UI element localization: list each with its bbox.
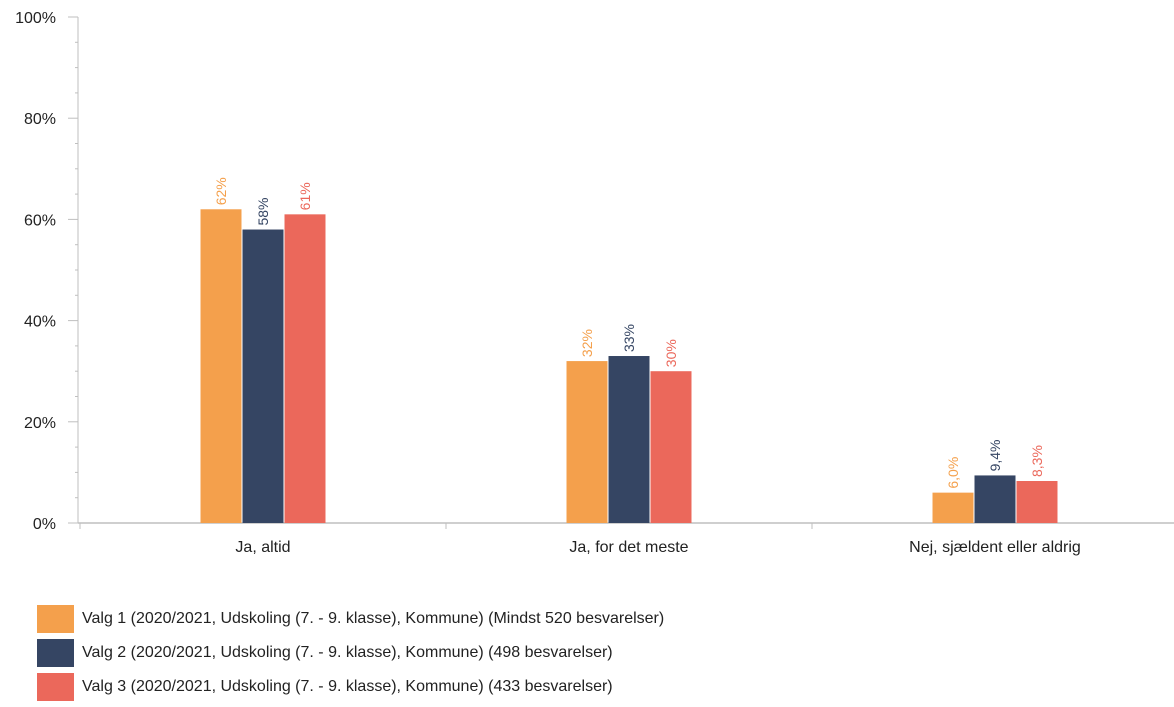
bar	[974, 475, 1016, 523]
category-label: Ja, for det meste	[569, 539, 688, 556]
bar-chart: 0% 20% 40% 60% 80% 100% Ja, altid Ja, for det …	[15, 10, 1174, 556]
y-tick-label: 80%	[24, 111, 56, 128]
data-label: 61%	[297, 182, 313, 210]
data-label: 58%	[255, 197, 271, 225]
bar	[200, 209, 242, 523]
data-label: 33%	[621, 324, 637, 352]
data-label: 30%	[663, 339, 679, 367]
bar	[650, 371, 692, 523]
legend-item: Valg 2 (2020/2021, Udskoling (7. - 9. kl…	[37, 639, 664, 667]
y-tick-label: 20%	[24, 415, 56, 432]
bar	[566, 361, 608, 523]
bar	[1016, 481, 1058, 523]
data-label: 32%	[579, 329, 595, 357]
data-label: 9,4%	[987, 440, 1003, 472]
y-tick-label: 100%	[15, 10, 56, 27]
category-label: Ja, altid	[235, 539, 290, 556]
legend-label: Valg 3 (2020/2021, Udskoling (7. - 9. kl…	[82, 678, 613, 695]
bars	[200, 209, 1058, 523]
legend-label: Valg 2 (2020/2021, Udskoling (7. - 9. kl…	[82, 644, 613, 661]
data-label: 8,3%	[1029, 445, 1045, 477]
y-axis: 0% 20% 40% 60% 80% 100%	[15, 10, 79, 533]
bar	[242, 229, 284, 523]
y-tick-label: 40%	[24, 314, 56, 331]
category-label: Nej, sjældent eller aldrig	[909, 539, 1081, 556]
legend-swatch	[37, 639, 74, 667]
legend-label: Valg 1 (2020/2021, Udskoling (7. - 9. kl…	[82, 610, 665, 627]
legend-item: Valg 1 (2020/2021, Udskoling (7. - 9. kl…	[37, 605, 664, 633]
data-label: 62%	[213, 177, 229, 205]
bar	[284, 214, 326, 523]
legend-item: Valg 3 (2020/2021, Udskoling (7. - 9. kl…	[37, 673, 664, 701]
bar	[608, 356, 650, 523]
data-label: 6,0%	[945, 457, 961, 489]
legend: Valg 1 (2020/2021, Udskoling (7. - 9. kl…	[37, 605, 664, 707]
y-tick-label: 0%	[33, 516, 56, 533]
x-axis: Ja, altid Ja, for det meste Nej, sjældent …	[78, 522, 1174, 556]
data-labels: 62% 58% 61% 32% 33% 30% 6,0% 9,4% 8,3%	[213, 177, 1045, 488]
legend-swatch	[37, 673, 74, 701]
legend-swatch	[37, 605, 74, 633]
bar	[932, 492, 974, 523]
y-tick-label: 60%	[24, 212, 56, 229]
